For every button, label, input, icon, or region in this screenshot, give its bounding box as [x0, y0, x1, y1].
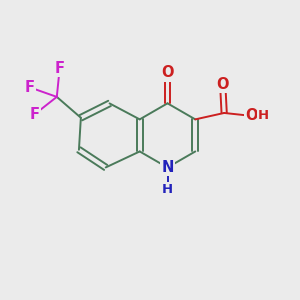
Text: H: H: [162, 184, 173, 196]
Text: F: F: [25, 80, 34, 95]
Text: F: F: [55, 61, 65, 76]
Text: O: O: [217, 76, 229, 92]
Text: N: N: [161, 160, 174, 175]
Text: F: F: [29, 107, 39, 122]
Text: O: O: [245, 108, 258, 123]
Text: H: H: [258, 110, 269, 122]
Text: O: O: [161, 65, 174, 80]
